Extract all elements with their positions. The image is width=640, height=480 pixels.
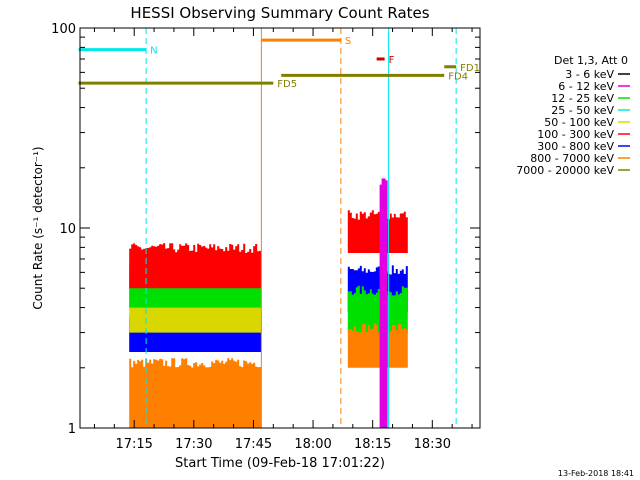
legend-label: 12 - 25 keV <box>551 92 614 105</box>
y-tick-label: 100 <box>51 22 76 37</box>
interval-label: FD4 <box>448 71 468 82</box>
x-tick-label: 18:15 <box>354 437 391 452</box>
legend-label: 50 - 100 keV <box>544 116 614 129</box>
legend-label: 800 - 7000 keV <box>530 152 614 165</box>
y-tick-label: 1 <box>68 422 76 437</box>
interval-label: S <box>345 36 351 47</box>
interval-label: F <box>389 55 395 66</box>
series-band <box>129 285 262 333</box>
series-band <box>379 178 388 428</box>
interval-label: FD1 <box>460 63 480 74</box>
footer-timestamp: 13-Feb-2018 18:41 <box>558 469 634 478</box>
y-tick-label: 10 <box>59 222 76 237</box>
legend-label: 300 - 800 keV <box>537 140 614 153</box>
x-tick-label: 17:45 <box>235 437 272 452</box>
legend-label: 25 - 50 keV <box>551 104 614 117</box>
x-tick-label: 17:15 <box>115 437 152 452</box>
x-axis-label: Start Time (09-Feb-18 17:01:22) <box>175 456 385 471</box>
legend-label: 100 - 300 keV <box>537 128 614 141</box>
interval-label: FD5 <box>277 79 297 90</box>
series-band <box>129 358 262 428</box>
x-tick-label: 18:30 <box>414 437 451 452</box>
axes: 1 10 100 17:15 17:30 17:45 18:00 18:15 18:30 <box>51 22 481 452</box>
series-band <box>347 210 408 253</box>
legend-label: 3 - 6 keV <box>565 68 614 81</box>
chart-title: HESSI Observing Summary Count Rates <box>130 4 429 22</box>
y-axis-label: Count Rate (s⁻¹ detector⁻¹) <box>31 146 45 309</box>
interval-label: N <box>150 46 157 57</box>
x-tick-label: 17:30 <box>175 437 212 452</box>
series-band <box>129 243 262 289</box>
legend-title: Det 1,3, Att 0 <box>554 54 628 67</box>
x-tick-label: 18:00 <box>294 437 331 452</box>
legend-label: 6 - 12 keV <box>558 80 614 93</box>
legend-label: 7000 - 20000 keV <box>516 164 614 177</box>
